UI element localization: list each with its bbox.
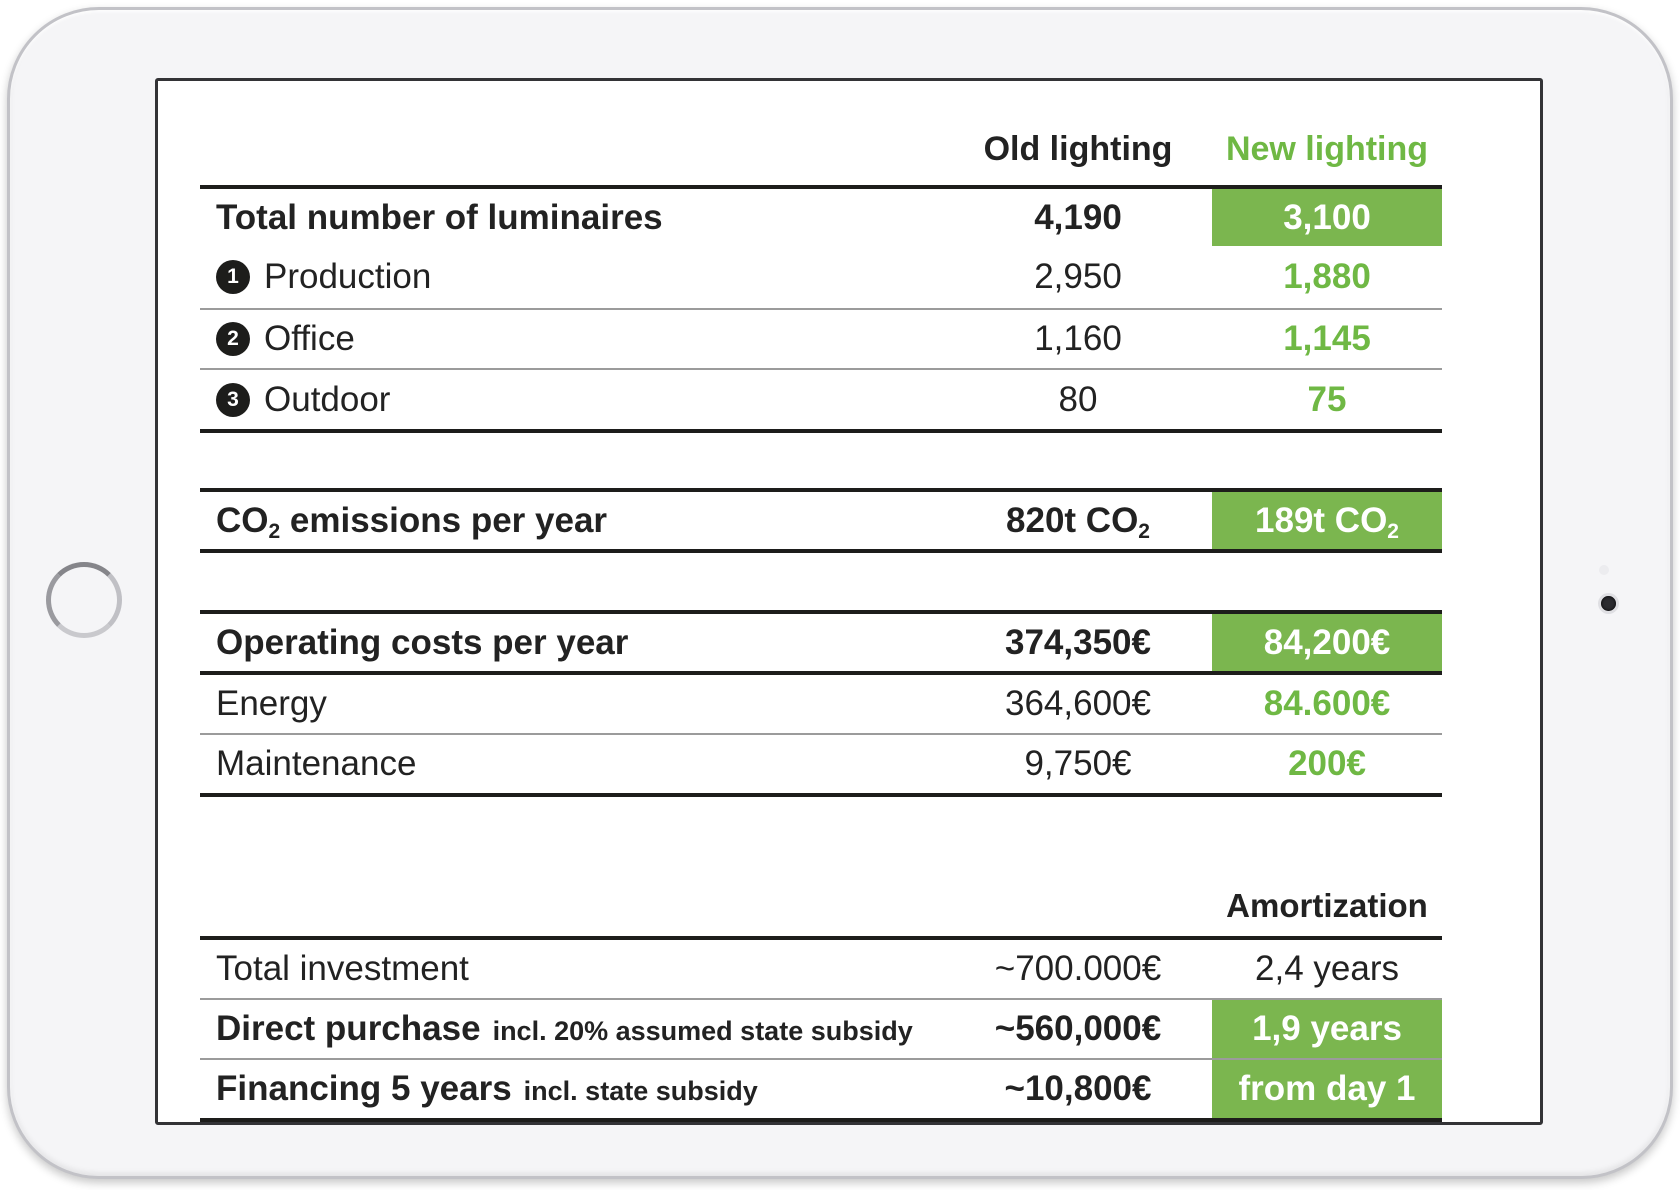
comparison-table: Old lighting New lighting Total number o… [200,81,1442,1122]
table-row-direct-purchase: Direct purchase incl. 20% assumed state s… [200,998,1442,1058]
tablet-screen: Old lighting New lighting Total number o… [155,78,1543,1125]
old-value: 4,190 [1034,197,1122,237]
column-gap [1198,940,1212,998]
row-label-note: incl. 20% assumed state subsidy [492,1016,913,1046]
section-spacer [200,433,1442,488]
table-row-office: 2 Office 1,160 1,145 [200,308,1442,368]
new-value: 189t CO2 [1212,492,1442,549]
row-label: Office [264,319,355,358]
numbered-bullet-2-icon: 2 [216,322,250,356]
table-row-maintenance: Maintenance 9,750€ 200€ [200,733,1442,797]
new-value: 1,880 [1283,257,1371,296]
row-label: Maintenance [216,744,417,783]
column-gap [1198,189,1212,246]
old-value: ~10,800€ [1004,1069,1152,1108]
column-gap [1198,675,1212,733]
column-header-old-lighting: Old lighting [983,130,1173,168]
header-spacer [200,875,958,936]
column-header-amortization: Amortization [1226,886,1428,924]
front-camera-icon [1601,596,1616,611]
new-value: 1,145 [1283,319,1371,358]
table-row-energy: Energy 364,600€ 84.600€ [200,675,1442,733]
numbered-bullet-1-icon: 1 [216,260,250,294]
old-value: 820t CO2 [1006,500,1150,544]
table-row-total-investment: Total investment ~700.000€ 2,4 years [200,936,1442,998]
new-value: 3,100 [1212,189,1442,246]
old-value: 9,750€ [1024,744,1132,783]
column-gap [1198,246,1212,308]
subscript: 2 [1138,520,1150,544]
column-gap [1198,492,1212,549]
new-value: 75 [1307,379,1347,419]
row-label: Total investment [216,949,469,988]
table-row-financing: Financing 5 years incl. state subsidy ~10… [200,1058,1442,1122]
home-button-icon[interactable] [46,562,122,638]
old-value: 80 [1058,379,1098,419]
amortization-value: from day 1 [1212,1060,1442,1118]
old-value: 374,350€ [1005,622,1151,662]
section-spacer [200,797,1442,875]
row-label: Direct purchase incl. 20% assumed state s… [216,1009,913,1048]
amortization-header-row: Amortization [200,875,1442,936]
old-value: ~700.000€ [994,949,1162,988]
numbered-bullet-3-icon: 3 [216,382,250,417]
subscript: 2 [1387,520,1399,544]
section-spacer [200,553,1442,610]
amortization-value: 2,4 years [1255,949,1399,988]
column-header-new-lighting: New lighting [1225,130,1429,168]
new-value: 200€ [1288,744,1366,783]
column-header-row: Old lighting New lighting [200,81,1442,185]
old-value: 364,600€ [1005,684,1151,723]
table-row-production: 1 Production 2,950 1,880 [200,246,1442,308]
amortization-value: 1,9 years [1212,1000,1442,1058]
old-value: 2,950 [1034,257,1122,296]
column-gap [1198,370,1212,429]
old-value: ~560,000€ [994,1009,1162,1048]
tablet-frame: Old lighting New lighting Total number o… [7,7,1673,1179]
ambient-sensor-icon [1599,565,1609,575]
new-value: 84,200€ [1212,614,1442,671]
row-label-note: incl. state subsidy [523,1076,758,1106]
column-gap [1198,875,1212,936]
table-row-operating-costs: Operating costs per year 374,350€ 84,200… [200,610,1442,675]
header-spacer [200,81,958,185]
row-label: Total number of luminaires [216,197,663,237]
column-gap [1198,310,1212,368]
row-label: Financing 5 years incl. state subsidy [216,1069,758,1108]
column-gap [1198,81,1212,185]
column-gap [1198,1000,1212,1058]
column-gap [1198,735,1212,793]
row-label: Operating costs per year [216,622,629,662]
new-value: 84.600€ [1263,684,1391,723]
header-spacer [958,875,1198,936]
old-value: 1,160 [1034,319,1122,358]
row-label: Energy [216,684,327,723]
table-row-total-luminaires: Total number of luminaires 4,190 3,100 [200,185,1442,246]
row-label: Outdoor [264,379,391,419]
table-row-outdoor: 3 Outdoor 80 75 [200,368,1442,433]
row-label: Production [264,257,432,296]
row-label: CO2 emissions per year [216,500,608,544]
subscript: 2 [268,520,281,544]
column-gap [1198,614,1212,671]
column-gap [1198,1060,1212,1118]
table-row-co2-emissions: CO2 emissions per year 820t CO2 189t CO2 [200,488,1442,553]
